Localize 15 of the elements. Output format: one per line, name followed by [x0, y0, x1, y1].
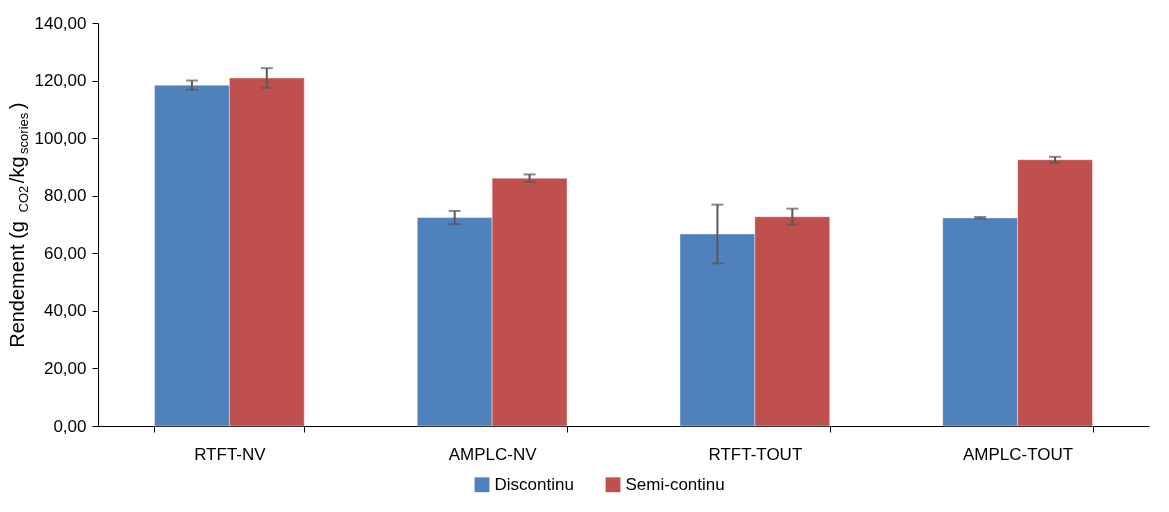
y-tick-label: 20,00 — [43, 358, 87, 378]
y-tick-label: 60,00 — [43, 243, 87, 263]
x-tick-label: AMPLC-TOUT — [963, 444, 1074, 464]
y-tick-label: 140,00 — [34, 13, 87, 33]
legend-label: Semi-continu — [625, 474, 725, 494]
y-tick-label: 120,00 — [34, 71, 87, 91]
x-tick-label: RTFT-TOUT — [708, 444, 803, 464]
legend-label: Discontinu — [494, 474, 574, 494]
x-tick-label: AMPLC-NV — [448, 444, 538, 464]
y-tick-label: 100,00 — [34, 128, 87, 148]
y-tick-label: 80,00 — [43, 186, 87, 206]
x-tick-label: RTFT-NV — [194, 444, 267, 464]
y-tick-label: 0,00 — [53, 416, 87, 436]
y-tick-label: 40,00 — [43, 301, 87, 321]
y-axis-title: Rendement (gCO2/kgscories) — [6, 102, 31, 348]
